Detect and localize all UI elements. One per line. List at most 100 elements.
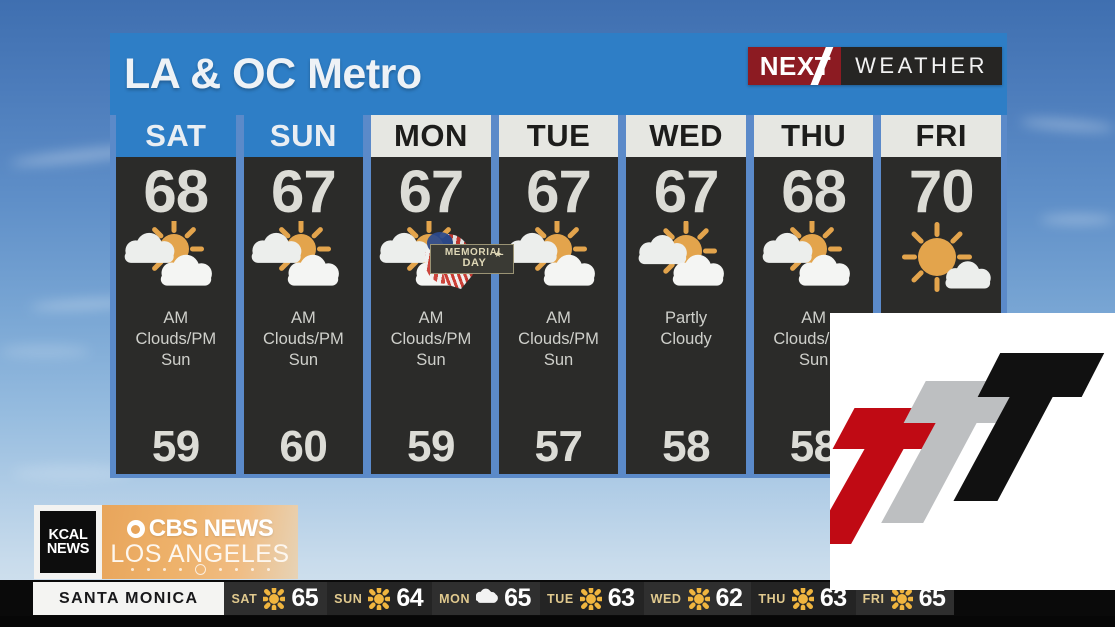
ticker-day-temp: 62 [715, 584, 743, 612]
ticker-day-temp: 63 [607, 584, 635, 612]
sun-behind-cloud-icon [626, 220, 746, 306]
high-temperature: 68 [143, 158, 209, 225]
next-logo-block: NEXT [747, 47, 842, 85]
sun-icon [368, 587, 391, 610]
kcal-news-logo: KCAL NEWS [34, 505, 102, 579]
high-temperature: 67 [526, 158, 592, 225]
ticker-day-temp: 65 [291, 584, 319, 612]
decorative-dots [102, 564, 298, 575]
condition-text: AM Clouds/PM Sun [263, 309, 344, 370]
mostly-sunny-icon [881, 220, 1001, 306]
ticker-day-mon: MON 65 [432, 582, 540, 615]
cloud-wisp [1040, 215, 1115, 224]
ticker-day-abbr: TUE [546, 591, 574, 606]
forecast-column-tue[interactable]: TUE 67 AM Clouds/PM Sun 57 [494, 115, 623, 478]
forecast-body: 67 AM Clouds/PM Sun 60 [243, 157, 364, 474]
ticker-base [0, 616, 1115, 627]
sun-icon [263, 587, 286, 610]
sun-behind-clouds-icon [499, 220, 619, 306]
ttt-letter-red [830, 408, 952, 544]
ticker-day-thu: THU 63 [751, 582, 856, 615]
memorial-day-plate: MEMORIAL DAY [429, 243, 515, 275]
weather-label: WEATHER [855, 53, 988, 78]
low-temperature: 60 [279, 422, 328, 471]
day-label: FRI [881, 115, 1002, 157]
low-temperature: 58 [662, 422, 711, 471]
day-label: MON [371, 115, 491, 157]
next-weather-logo: NEXT WEATHER [747, 47, 1002, 85]
ticker-day-temp: 64 [396, 584, 424, 612]
ticker-day-tue: TUE 63 [539, 582, 644, 615]
cbs-market-label: LOS ANGELES [110, 540, 290, 568]
ticker-city-label: SANTA MONICA [33, 582, 225, 615]
ticker-day-abbr: MON [439, 591, 471, 606]
forecast-column-sun[interactable]: SUN 67 AM Clouds/PM Sun 60 [239, 115, 368, 478]
forecast-column-wed[interactable]: WED 67 Partly Cloudy 58 [622, 115, 750, 478]
station-identification-bug: KCAL NEWS CBS NEWS LOS ANGELES [34, 505, 298, 579]
ticker-day-wed: WED 62 [643, 582, 752, 615]
forecast-body: 68 AM Clouds/PM Sun 59 [116, 157, 236, 474]
cloud-icon [476, 588, 499, 610]
day-label: TUE [498, 115, 619, 157]
day-label: THU [753, 115, 874, 157]
forecast-column-sat[interactable]: SAT 68 AM Clouds/PM Sun 59 [110, 115, 240, 478]
weather-logo-block: WEATHER [841, 47, 1002, 85]
seven-day-forecast-panel: LA & OC Metro NEXT WEATHER SAT 68 AM Cloud [110, 33, 1008, 478]
forecast-columns: SAT 68 AM Clouds/PM Sun 59 SUN 67 AM Clouds/PM S… [110, 115, 1008, 478]
ticker-day-abbr: SAT [231, 591, 258, 606]
sun-behind-clouds-icon [244, 220, 364, 306]
cbs-news-los-angeles-logo: CBS NEWS LOS ANGELES [102, 505, 298, 579]
condition-text: AM Clouds/PM Sun [390, 309, 472, 370]
high-temperature: 68 [781, 158, 847, 225]
forecast-body: 67 AM Clouds/PM Sun 59 [371, 157, 491, 474]
ticker-day-abbr: WED [650, 591, 682, 606]
ticker-day-abbr: SUN [334, 591, 363, 606]
day-label: SAT [116, 115, 236, 157]
ttt-letter-gray [881, 381, 1027, 523]
forecast-body: 67 AM Clouds/PM Sun 57 [498, 157, 619, 474]
forecast-column-mon[interactable]: MON 67 AM Clouds/PM Sun 59 [367, 115, 495, 478]
memorial-day-line2: DAY [462, 257, 487, 270]
bottom-weather-ticker: SANTA MONICA SAT 65 SUN 64 MON 65 TUE 63 WED… [0, 580, 1115, 627]
ticker-day-abbr: THU [758, 591, 786, 606]
sun-icon [791, 587, 814, 610]
cbs-news-line: CBS NEWS [126, 515, 274, 543]
condition-text: AM Clouds/PM Sun [518, 309, 599, 370]
page-title: LA & OC Metro [124, 49, 422, 98]
ticker-day-abbr: FRI [862, 591, 885, 606]
high-temperature: 67 [398, 158, 465, 225]
ttt-logo-svg [830, 353, 1105, 544]
day-label: WED [626, 115, 746, 157]
sun-icon [687, 587, 710, 610]
ticker-day-sun: SUN 64 [327, 582, 433, 615]
day-label: SUN [243, 115, 364, 157]
ttt-overlay-logo: TTT [830, 313, 1115, 590]
kcal-logo-block: KCAL NEWS [40, 511, 96, 573]
high-temperature: 67 [270, 158, 337, 225]
kcal-line1: KCAL [48, 526, 88, 543]
sun-icon [579, 587, 602, 610]
sun-behind-clouds-icon [754, 220, 874, 306]
low-temperature: 57 [534, 422, 583, 471]
high-temperature: 67 [653, 158, 720, 225]
memorial-day-line1: MEMORIAL [444, 246, 505, 258]
cloud-wisp [0, 345, 90, 358]
condition-text: AM Clouds/PM Sun [135, 309, 217, 370]
star-icon: ★ [493, 249, 502, 259]
panel-header: LA & OC Metro NEXT WEATHER [110, 33, 1007, 115]
high-temperature: 70 [908, 158, 975, 225]
forecast-body: 67 Partly Cloudy 58 [626, 157, 746, 474]
sun-icon [890, 587, 913, 610]
low-temperature: 59 [151, 422, 200, 471]
ticker-content: SANTA MONICA SAT 65 SUN 64 MON 65 TUE 63 WED… [33, 582, 955, 615]
memorial-day-badge: MEMORIAL DAY ★ [425, 232, 515, 289]
low-temperature: 59 [406, 422, 455, 471]
kcal-line2: NEWS [46, 541, 90, 557]
ttt-letter-black [953, 353, 1105, 501]
condition-text: Partly Cloudy [660, 309, 712, 349]
cbs-eye-icon [126, 520, 145, 538]
sun-behind-clouds-icon [116, 220, 236, 306]
ticker-day-sat: SAT 65 [224, 582, 328, 615]
cloud-wisp [1019, 116, 1115, 134]
